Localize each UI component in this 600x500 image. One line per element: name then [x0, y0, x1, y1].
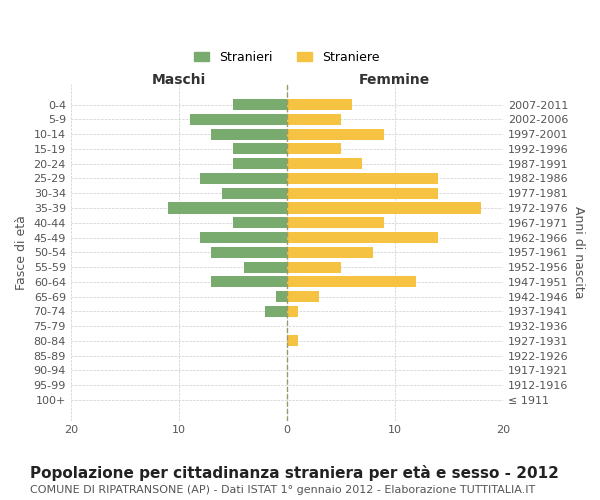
Legend: Stranieri, Straniere: Stranieri, Straniere — [189, 46, 385, 69]
Bar — [287, 114, 341, 125]
Y-axis label: Anni di nascita: Anni di nascita — [572, 206, 585, 298]
Bar — [287, 217, 384, 228]
Bar — [211, 276, 287, 287]
Bar — [287, 262, 341, 272]
Bar — [233, 144, 287, 154]
Bar — [287, 336, 298, 346]
Bar — [287, 128, 384, 140]
Bar — [287, 173, 438, 184]
Bar — [276, 291, 287, 302]
Bar — [233, 99, 287, 110]
Bar — [287, 247, 373, 258]
Bar — [200, 232, 287, 243]
Bar — [265, 306, 287, 317]
Bar — [287, 144, 341, 154]
Text: Maschi: Maschi — [152, 73, 206, 87]
Bar — [200, 173, 287, 184]
Bar — [287, 276, 416, 287]
Bar — [168, 202, 287, 213]
Bar — [244, 262, 287, 272]
Y-axis label: Fasce di età: Fasce di età — [15, 215, 28, 290]
Bar — [222, 188, 287, 199]
Bar — [287, 188, 438, 199]
Bar — [211, 128, 287, 140]
Bar — [287, 232, 438, 243]
Text: Femmine: Femmine — [359, 73, 430, 87]
Bar — [287, 99, 352, 110]
Bar — [287, 202, 481, 213]
Text: COMUNE DI RIPATRANSONE (AP) - Dati ISTAT 1° gennaio 2012 - Elaborazione TUTTITAL: COMUNE DI RIPATRANSONE (AP) - Dati ISTAT… — [30, 485, 535, 495]
Text: Popolazione per cittadinanza straniera per età e sesso - 2012: Popolazione per cittadinanza straniera p… — [30, 465, 559, 481]
Bar — [233, 217, 287, 228]
Bar — [287, 158, 362, 170]
Bar — [190, 114, 287, 125]
Bar — [233, 158, 287, 170]
Bar — [287, 291, 319, 302]
Bar — [287, 306, 298, 317]
Bar — [211, 247, 287, 258]
